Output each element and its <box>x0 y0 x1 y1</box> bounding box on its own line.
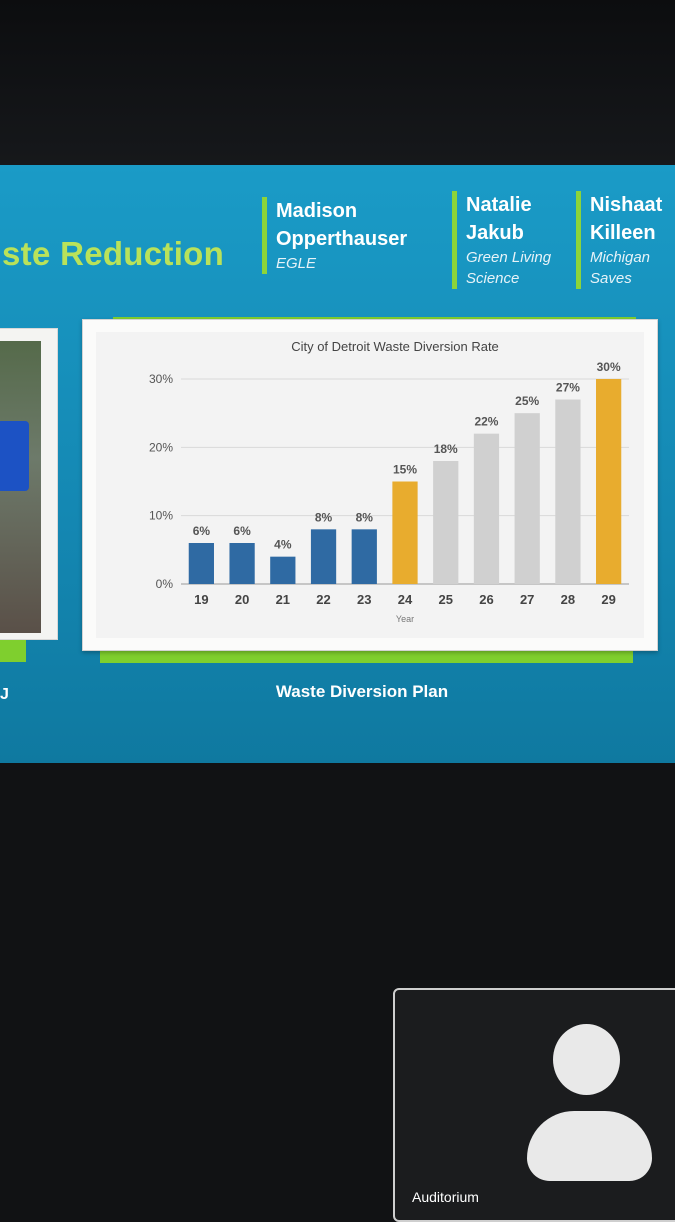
bar <box>310 529 337 584</box>
bar <box>392 481 418 584</box>
speaker-org: Michigan <box>590 249 651 266</box>
chart-title: City of Detroit Waste Diversion Rate <box>291 339 499 354</box>
x-tick-label: 29 <box>601 592 615 607</box>
speaker-name-first: Madison <box>276 200 358 222</box>
x-tick-label: 19 <box>194 592 208 607</box>
speaker-name-last: Killeen <box>590 222 656 244</box>
data-label: 6% <box>193 524 211 538</box>
x-tick-label: 27 <box>520 592 534 607</box>
speaker-name-first: Natalie <box>466 194 532 216</box>
data-label: 18% <box>434 442 458 456</box>
x-tick-label: 24 <box>398 592 413 607</box>
speaker-name-last: Jakub <box>466 222 524 244</box>
data-label: 4% <box>274 538 292 552</box>
left-caption-fragment: J <box>0 686 9 703</box>
chart-frame: City of Detroit Waste Diversion Rate 0% 10… <box>82 319 658 651</box>
dark-background-top <box>0 0 675 180</box>
bar <box>473 433 500 584</box>
x-tick-label: 26 <box>479 592 493 607</box>
x-tick-label: 21 <box>276 592 290 607</box>
y-tick-label: 20% <box>149 440 173 454</box>
green-accent-bar-bottom <box>100 647 633 663</box>
waste-diversion-plan-label: Waste Diversion Plan <box>275 682 449 701</box>
data-label: 8% <box>315 510 333 524</box>
y-tick-label: 30% <box>149 372 173 386</box>
speaker-card-2: Natalie Jakub Green Living Science <box>452 191 551 289</box>
data-label: 30% <box>597 360 621 374</box>
speaker-name-first: Nishaat <box>590 194 663 216</box>
presentation-slide: ste Reduction Madison Opperthauser EGLE … <box>0 165 675 763</box>
y-tick-label: 0% <box>156 577 174 591</box>
data-label: 25% <box>515 394 539 408</box>
bar <box>270 556 296 584</box>
participant-tile[interactable]: Auditorium <box>393 988 675 1222</box>
waste-diversion-chart: City of Detroit Waste Diversion Rate 0% 10… <box>149 339 629 624</box>
slide-title: ste Reduction <box>2 235 225 272</box>
data-label: 27% <box>556 381 580 395</box>
speaker-org-line2: Science <box>466 270 520 287</box>
bar <box>229 543 255 584</box>
x-tick-label: 28 <box>561 592 575 607</box>
data-label: 6% <box>233 524 251 538</box>
speaker-card-1: Madison Opperthauser EGLE <box>262 197 407 274</box>
avatar-body <box>527 1111 652 1181</box>
recycling-bin-photo <box>0 341 41 633</box>
y-tick-label: 10% <box>149 509 173 523</box>
x-tick-label: 23 <box>357 592 371 607</box>
speaker-org-line2: Saves <box>590 270 632 287</box>
bar <box>555 399 581 584</box>
data-label: 8% <box>356 510 374 524</box>
x-tick-label: 22 <box>316 592 330 607</box>
x-tick-label: 20 <box>235 592 249 607</box>
participant-name: Auditorium <box>412 1189 479 1205</box>
bar <box>514 413 540 584</box>
data-label: 22% <box>474 415 498 429</box>
speaker-card-3: Nishaat Killeen Michigan Saves <box>576 191 662 289</box>
data-label: 15% <box>393 463 417 477</box>
blue-recycling-bin <box>0 421 29 491</box>
recycling-bin-photo-frame <box>0 328 58 640</box>
green-accent-bar-left <box>0 640 26 662</box>
bar <box>433 461 459 584</box>
bar <box>188 543 214 584</box>
speaker-name-last: Opperthauser <box>276 228 408 250</box>
bar <box>596 379 622 584</box>
x-axis-label: Year <box>396 614 414 624</box>
chart-area: City of Detroit Waste Diversion Rate 0% 10… <box>96 332 644 638</box>
speaker-org: EGLE <box>276 255 317 272</box>
x-tick-label: 25 <box>438 592 452 607</box>
bar <box>351 529 377 584</box>
speaker-org: Green Living <box>466 249 552 266</box>
avatar-head <box>553 1024 620 1095</box>
